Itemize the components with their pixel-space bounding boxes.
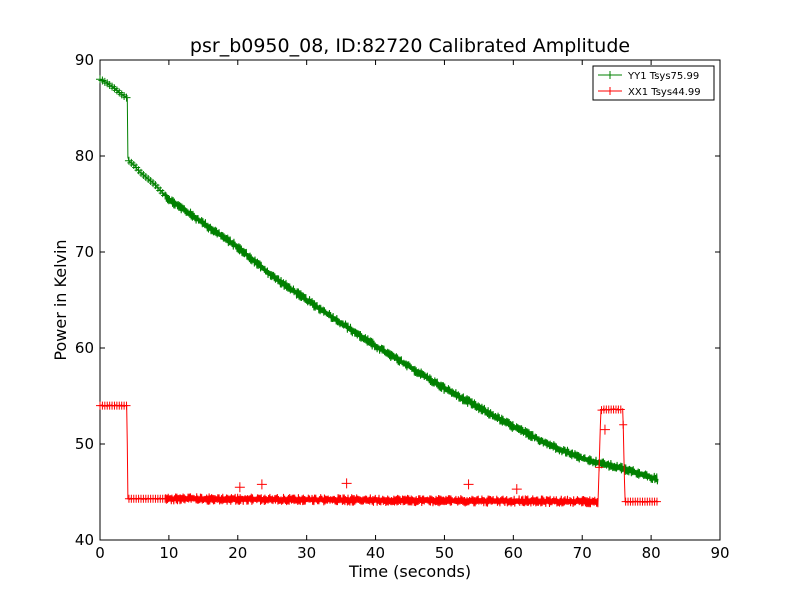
ticks-layer: 0 10 20 30 40 50 60 70 80 90 40 50 60 70 80 90 — [75, 51, 730, 562]
legend-entry: YY1 Tsys75.99 — [598, 71, 699, 82]
series-xx1 — [96, 401, 661, 508]
data-point — [616, 405, 625, 414]
series-line — [99, 403, 659, 508]
data-point — [234, 482, 245, 493]
chart-title: psr_b0950_08, ID:82720 Calibrated Amplit… — [190, 35, 630, 57]
x-tick-label: 50 — [435, 544, 454, 562]
data-point — [161, 494, 170, 503]
series-markers — [96, 401, 661, 506]
y-tick-label: 90 — [75, 51, 94, 69]
x-tick-label: 80 — [642, 544, 661, 562]
x-tick-label: 20 — [228, 544, 247, 562]
data-point — [122, 93, 131, 102]
legend-box — [592, 65, 715, 101]
legend-marker — [606, 87, 614, 95]
y-tick-label: 60 — [75, 339, 94, 357]
data-point — [161, 191, 170, 200]
series-layer — [96, 75, 661, 508]
legend-label: XX1 Tsys44.99 — [628, 87, 701, 98]
data-point — [652, 497, 661, 506]
x-axis-label: Time (seconds) — [348, 562, 471, 581]
data-point — [463, 479, 474, 490]
y-tick-label: 40 — [75, 531, 94, 549]
data-point — [619, 420, 628, 429]
x-tick-label: 10 — [159, 544, 178, 562]
legend-entry: XX1 Tsys44.99 — [598, 87, 701, 98]
data-point — [511, 484, 522, 495]
plot-area: 0 10 20 30 40 50 60 70 80 90 40 50 60 70 80 90 — [75, 51, 730, 562]
series-markers — [96, 75, 170, 200]
series-line — [99, 78, 659, 485]
legend-marker — [606, 71, 614, 79]
data-point — [341, 478, 352, 489]
x-tick-label: 40 — [366, 544, 385, 562]
x-tick-label: 30 — [297, 544, 316, 562]
y-tick-label: 80 — [75, 147, 94, 165]
x-tick-label: 90 — [710, 544, 729, 562]
data-point — [122, 401, 131, 410]
legend: YY1 Tsys75.99 XX1 Tsys44.99 — [592, 65, 715, 101]
y-tick-label: 50 — [75, 435, 94, 453]
data-point — [256, 479, 267, 490]
x-tick-label: 70 — [573, 544, 592, 562]
y-tick-label: 70 — [75, 243, 94, 261]
series-yy1 — [96, 75, 659, 485]
x-tick-label: 60 — [504, 544, 523, 562]
data-point — [599, 424, 610, 435]
data-point — [595, 463, 604, 472]
y-axis-label: Power in Kelvin — [51, 239, 70, 360]
plot-frame — [99, 59, 721, 541]
legend-label: YY1 Tsys75.99 — [627, 71, 699, 82]
x-tick-label: 0 — [95, 544, 105, 562]
